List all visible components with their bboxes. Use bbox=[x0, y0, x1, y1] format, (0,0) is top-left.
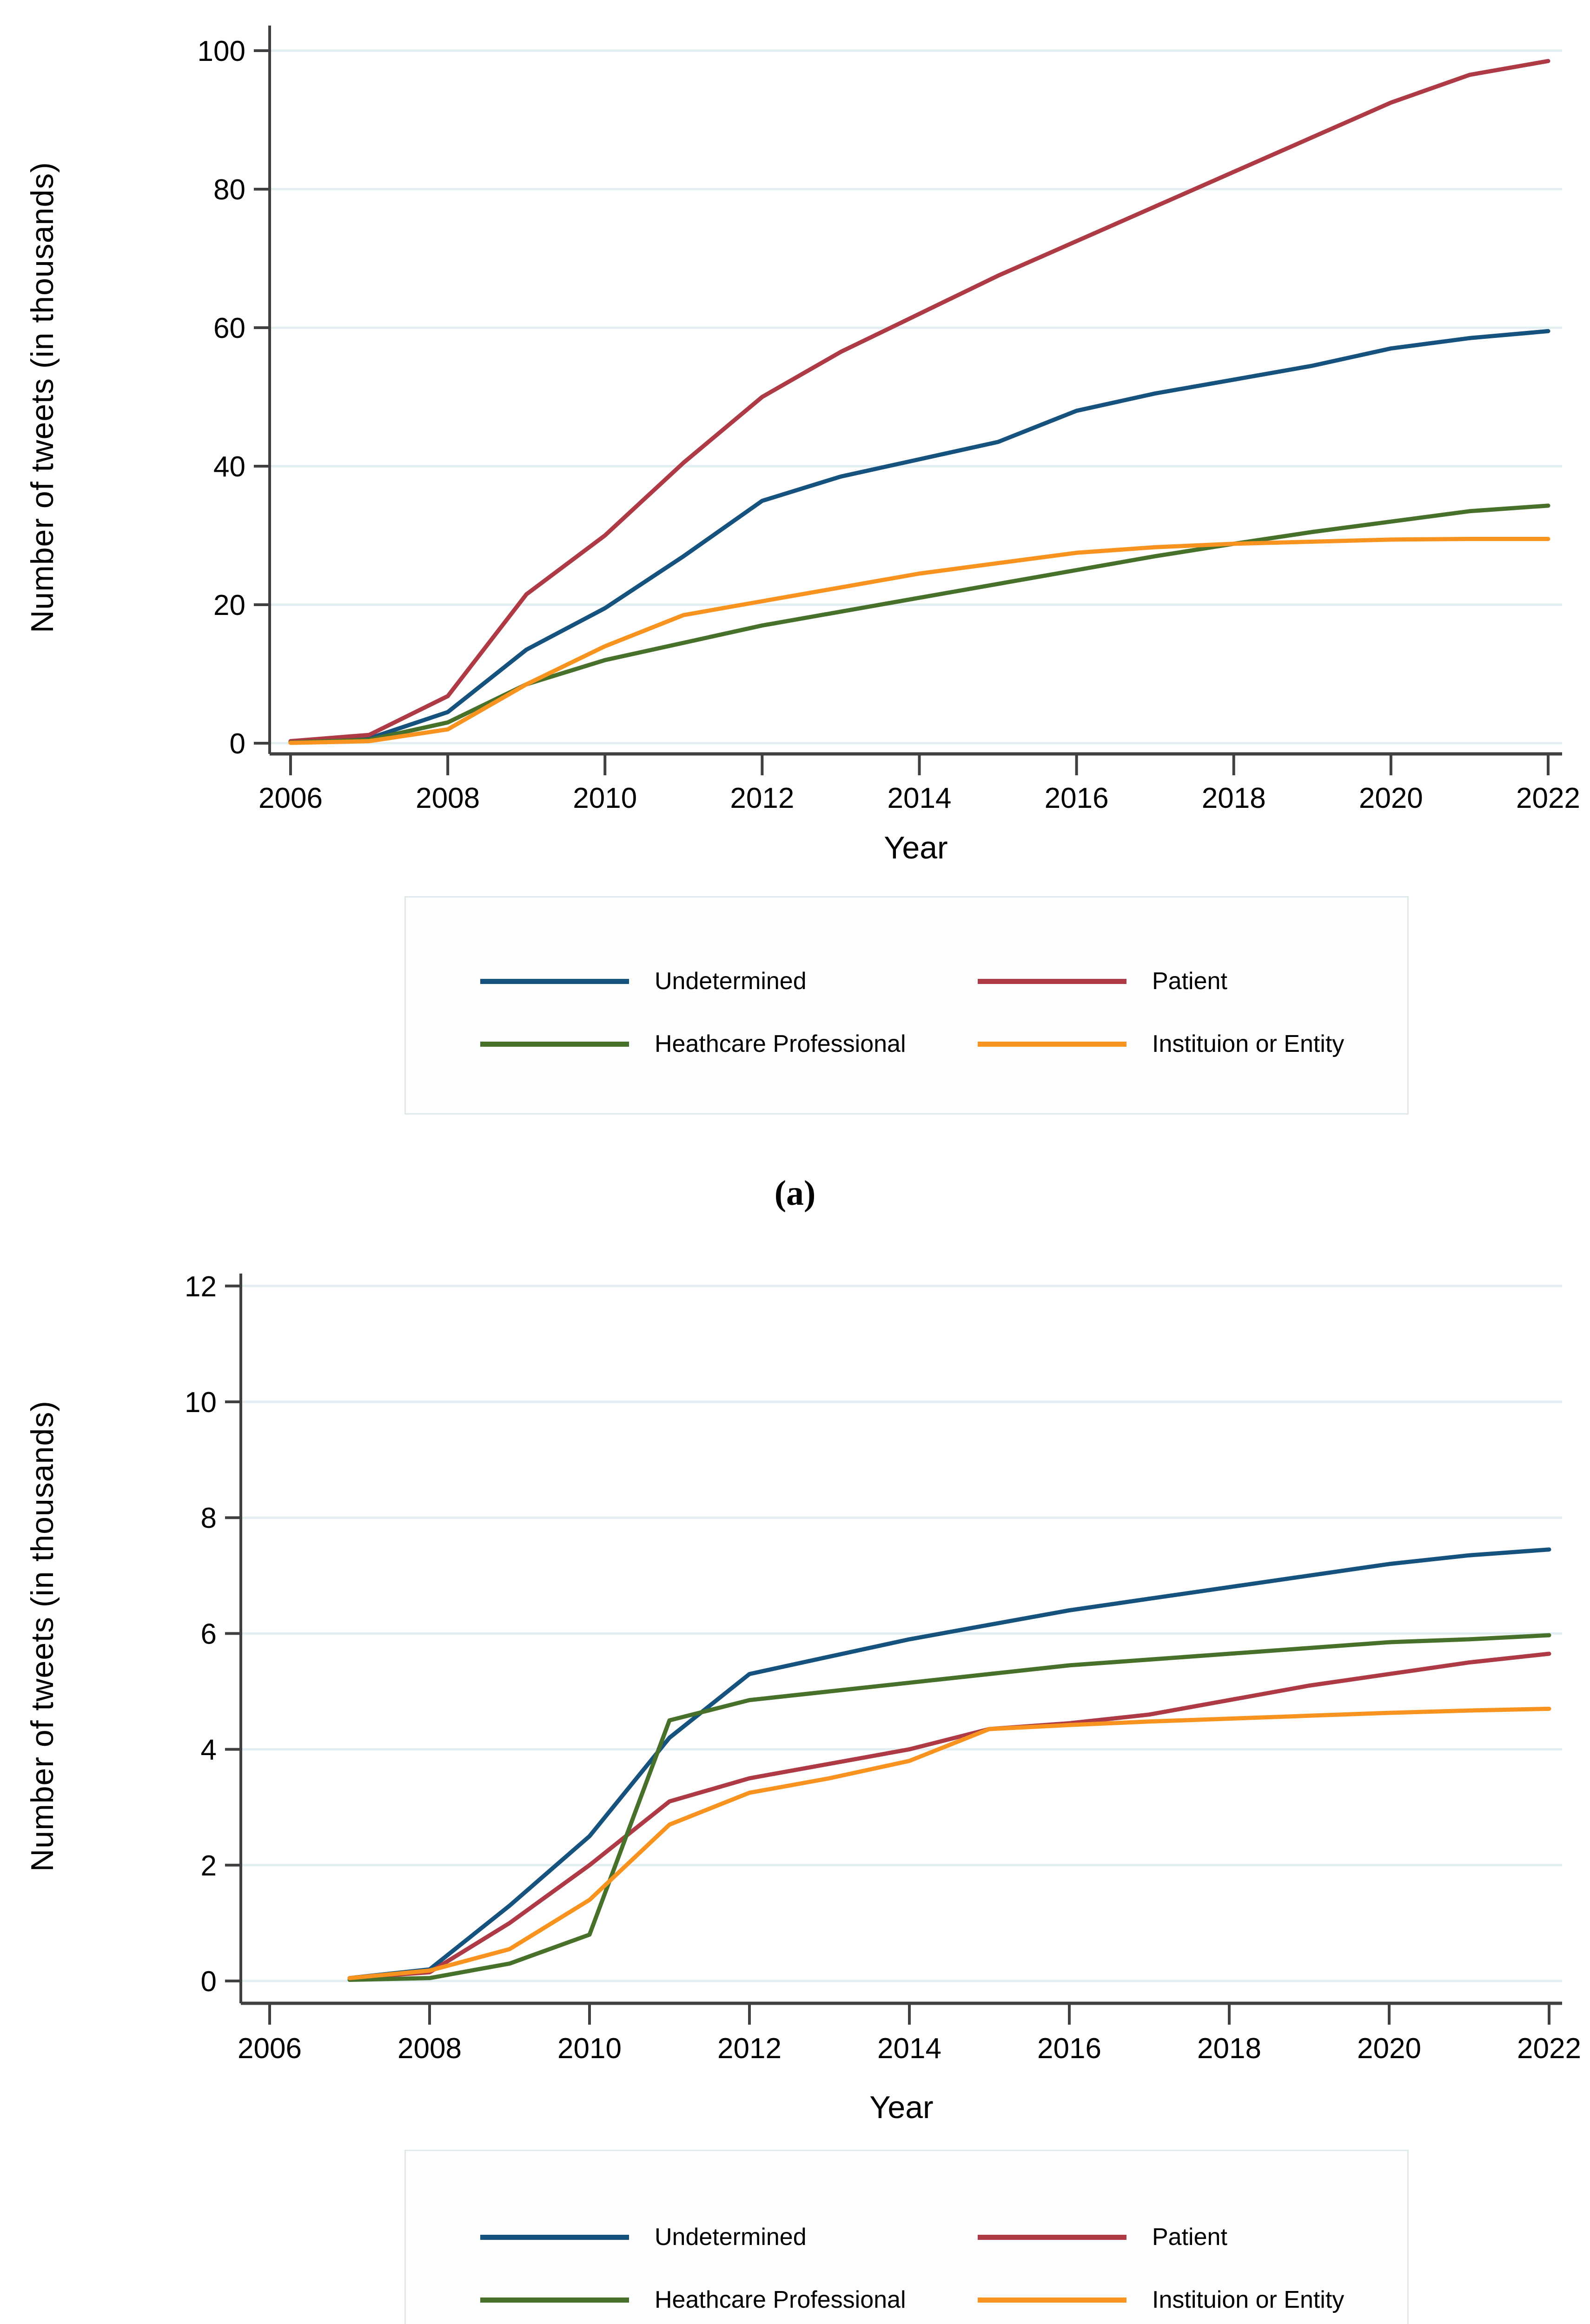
series-line-undetermined bbox=[288, 329, 1550, 744]
svg-text:2022: 2022 bbox=[1517, 2033, 1581, 2065]
svg-text:8: 8 bbox=[201, 1502, 217, 1534]
svg-text:2016: 2016 bbox=[1037, 2033, 1101, 2065]
svg-text:2018: 2018 bbox=[1197, 2033, 1261, 2065]
patient-line-swatch-icon bbox=[978, 2234, 1126, 2240]
series-line-patient bbox=[347, 1651, 1551, 1981]
svg-text:2016: 2016 bbox=[1045, 782, 1109, 814]
legend-label: Instituion or Entity bbox=[1152, 1030, 1345, 1057]
svg-text:2008: 2008 bbox=[416, 782, 480, 814]
svg-text:2010: 2010 bbox=[573, 782, 637, 814]
healthcare-professional-line-swatch-icon bbox=[480, 2297, 629, 2303]
chart-b-x-axis-title: Year bbox=[869, 2090, 934, 2125]
legend-label: Heathcare Professional bbox=[655, 2286, 906, 2313]
legend-label: Undetermined bbox=[655, 2224, 807, 2251]
svg-text:40: 40 bbox=[213, 451, 245, 483]
legend-label: Patient bbox=[1152, 968, 1227, 995]
svg-text:20: 20 bbox=[213, 589, 245, 621]
undetermined-line-swatch-icon bbox=[480, 2234, 629, 2240]
svg-text:2006: 2006 bbox=[238, 2033, 302, 2065]
svg-text:6: 6 bbox=[201, 1618, 217, 1650]
svg-text:2014: 2014 bbox=[888, 782, 952, 814]
svg-text:2012: 2012 bbox=[717, 2033, 782, 2065]
legend-label: Patient bbox=[1152, 2224, 1227, 2251]
legend-label: Undetermined bbox=[655, 968, 807, 995]
legend-label: Heathcare Professional bbox=[655, 1030, 906, 1057]
chart-b-y-axis-title: Number of tweets (in thousands) bbox=[25, 1400, 60, 1872]
series-line-heathcare-professional bbox=[347, 1633, 1551, 1982]
svg-text:100: 100 bbox=[198, 35, 245, 67]
svg-text:0: 0 bbox=[201, 1966, 217, 1998]
svg-text:12: 12 bbox=[185, 1271, 217, 1303]
legend-label: Instituion or Entity bbox=[1152, 2286, 1345, 2313]
chart-b-plot-area: 0 2 4 6 8 10 12 2006 2008 2010 2012 2014 2016 2018 202… bbox=[185, 1271, 1581, 2065]
undetermined-line-swatch-icon bbox=[480, 978, 629, 984]
legend-item-undetermined: Undetermined bbox=[480, 956, 807, 1007]
svg-text:10: 10 bbox=[185, 1386, 217, 1419]
chart-a-legend: Undetermined Patient Heathcare Professio… bbox=[404, 896, 1409, 1115]
svg-text:2018: 2018 bbox=[1202, 782, 1266, 814]
legend-item-healthcare-professional: Heathcare Professional bbox=[480, 2274, 906, 2324]
chart-a-x-axis-title: Year bbox=[884, 830, 948, 865]
series-line-instituion-or-entity bbox=[347, 1706, 1551, 1981]
series-line-instituion-or-entity bbox=[288, 537, 1550, 745]
svg-text:2020: 2020 bbox=[1359, 782, 1423, 814]
svg-text:2: 2 bbox=[201, 1850, 217, 1882]
svg-text:80: 80 bbox=[213, 174, 245, 206]
legend-item-undetermined: Undetermined bbox=[480, 2212, 807, 2263]
legend-item-institution-or-entity: Instituion or Entity bbox=[978, 2274, 1344, 2324]
svg-text:2020: 2020 bbox=[1357, 2033, 1421, 2065]
svg-text:0: 0 bbox=[230, 728, 245, 760]
patient-line-swatch-icon bbox=[978, 978, 1126, 984]
chart-b-legend: Undetermined Patient Heathcare Professio… bbox=[404, 2150, 1409, 2324]
institution-or-entity-line-swatch-icon bbox=[978, 1041, 1126, 1047]
caption-panel-a: (a) bbox=[774, 1174, 816, 1213]
svg-text:2022: 2022 bbox=[1516, 782, 1580, 814]
legend-item-patient: Patient bbox=[978, 2212, 1227, 2263]
chart-a-y-axis-title: Number of tweets (in thousands) bbox=[25, 162, 60, 633]
svg-text:60: 60 bbox=[213, 312, 245, 344]
svg-text:2006: 2006 bbox=[258, 782, 323, 814]
legend-item-healthcare-professional: Heathcare Professional bbox=[480, 1018, 906, 1070]
svg-text:4: 4 bbox=[201, 1734, 217, 1766]
svg-text:2010: 2010 bbox=[557, 2033, 622, 2065]
series-line-patient bbox=[288, 59, 1550, 743]
legend-item-institution-or-entity: Instituion or Entity bbox=[978, 1018, 1344, 1070]
healthcare-professional-line-swatch-icon bbox=[480, 1041, 629, 1047]
chart-a-plot-area: 0 20 40 60 80 100 2006 2008 2010 2012 2014 2016 2018… bbox=[198, 26, 1580, 814]
legend-item-patient: Patient bbox=[978, 956, 1227, 1007]
series-line-undetermined bbox=[347, 1547, 1551, 1981]
svg-text:2014: 2014 bbox=[877, 2033, 941, 2065]
svg-text:2008: 2008 bbox=[398, 2033, 462, 2065]
svg-text:2012: 2012 bbox=[730, 782, 794, 814]
institution-or-entity-line-swatch-icon bbox=[978, 2297, 1126, 2303]
